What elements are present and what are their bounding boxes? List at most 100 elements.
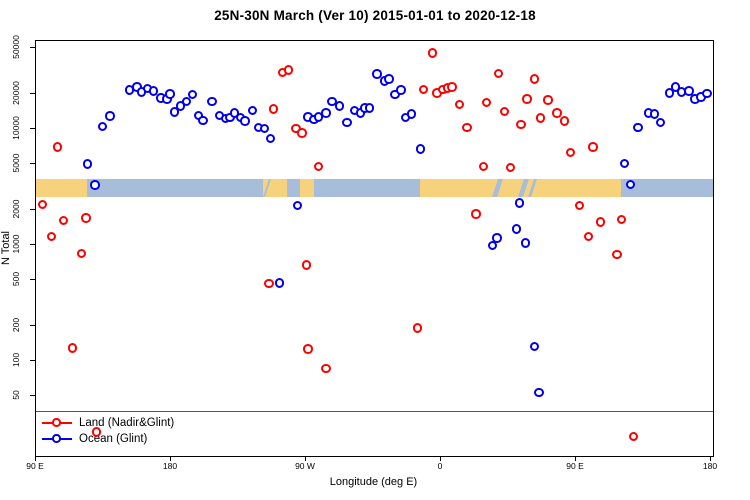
x-tick-label: 180 (162, 461, 178, 471)
data-point-ocean (292, 200, 303, 210)
data-point-ocean (511, 224, 522, 234)
map-strip-ocean-segment (621, 179, 713, 197)
data-point-ocean (105, 111, 115, 121)
data-point-land (283, 65, 294, 75)
data-point-ocean (415, 144, 426, 154)
data-point-ocean (90, 180, 100, 190)
data-point-land (565, 147, 576, 158)
y-tick-label: 500 (11, 271, 21, 287)
data-point-land (412, 323, 423, 333)
y-tick-mark (30, 128, 35, 130)
data-point-land (46, 231, 57, 242)
data-point-ocean (625, 179, 636, 190)
data-point-ocean (619, 158, 630, 169)
data-point-ocean (492, 233, 502, 243)
data-point-land (628, 431, 639, 442)
data-point-land (264, 278, 274, 289)
data-point-ocean (265, 133, 276, 144)
data-point-land (522, 94, 532, 104)
data-point-ocean (664, 88, 675, 98)
data-point-land (612, 249, 622, 260)
y-tick-mark (30, 325, 35, 327)
data-point-ocean (187, 89, 198, 100)
data-point-ocean (148, 86, 159, 96)
data-point-ocean (529, 341, 540, 352)
legend-label-ocean: Ocean (Glint) (79, 433, 148, 445)
data-point-land (583, 231, 594, 242)
x-tick-mark (710, 456, 711, 461)
data-point-ocean (514, 198, 525, 208)
data-point-ocean (702, 88, 712, 99)
data-point-ocean (649, 109, 660, 119)
plot-area: Land (Nadir&Glint) Ocean (Glint) (35, 40, 714, 457)
data-point-ocean (259, 123, 270, 134)
data-point-ocean (364, 103, 375, 113)
y-tick-mark (30, 47, 35, 48)
data-point-ocean (534, 387, 544, 398)
data-point-ocean (396, 85, 406, 95)
data-point-ocean (684, 86, 694, 96)
data-point-land (595, 217, 606, 227)
data-point-land (535, 113, 546, 123)
x-axis-title: Longitude (deg E) (329, 476, 418, 488)
legend-label-land: Land (Nadir&Glint) (79, 417, 175, 429)
map-strip-land-segment (300, 179, 314, 197)
ocean-series-symbol-icon (42, 434, 72, 445)
map-strip-ocean-segment (286, 179, 300, 197)
x-tick-mark (305, 456, 306, 461)
legend: Land (Nadir&Glint) Ocean (Glint) (42, 415, 174, 447)
map-strip-land-segment (36, 179, 87, 197)
data-point-ocean (633, 122, 643, 133)
y-tick-mark (30, 244, 35, 246)
x-tick-mark (35, 456, 36, 461)
data-point-land (505, 162, 516, 173)
x-tick-mark (440, 456, 441, 461)
data-point-land (58, 215, 69, 226)
x-tick-label: 90 E (566, 461, 584, 471)
y-tick-mark (30, 279, 35, 280)
legend-item-ocean: Ocean (Glint) (42, 431, 174, 447)
data-point-ocean (181, 96, 192, 107)
data-point-land (559, 116, 570, 126)
data-point-ocean (240, 116, 250, 126)
data-point-land (418, 84, 429, 94)
y-tick-mark (30, 360, 35, 362)
data-point-land (588, 142, 598, 152)
y-tick-mark (30, 209, 35, 211)
legend-item-land: Land (Nadir&Glint) (42, 415, 174, 431)
data-point-land (67, 343, 78, 353)
data-point-land (552, 108, 562, 118)
x-tick-label: 180 (702, 461, 718, 471)
x-tick-label: 90 W (295, 461, 315, 471)
data-point-land (481, 97, 492, 108)
y-tick-mark (30, 395, 35, 396)
data-point-ocean (207, 96, 217, 107)
data-point-ocean (342, 117, 352, 128)
data-point-land (478, 161, 489, 172)
data-point-land (303, 344, 313, 354)
data-point-land (493, 68, 504, 79)
data-point-land (616, 214, 627, 225)
data-point-ocean (520, 238, 531, 248)
y-tick-mark (30, 93, 35, 95)
land-series-symbol-icon (42, 418, 72, 429)
data-point-land (574, 200, 585, 210)
data-point-ocean (169, 107, 180, 117)
data-point-ocean (384, 74, 394, 84)
data-point-ocean (274, 278, 285, 288)
data-point-land (313, 161, 324, 172)
data-point-land (37, 199, 48, 210)
data-point-ocean (82, 159, 93, 169)
data-point-land (81, 213, 91, 223)
chart-title: 25N-30N March (Ver 10) 2015-01-01 to 202… (214, 8, 536, 23)
data-point-ocean (334, 101, 345, 111)
x-tick-mark (575, 456, 576, 461)
data-point-land (447, 82, 457, 92)
x-tick-label: 90 E (26, 461, 44, 471)
map-strip-ocean-segment (87, 179, 263, 197)
legend-box-line (36, 411, 713, 412)
data-point-ocean (97, 121, 108, 132)
data-point-ocean (198, 115, 208, 126)
y-tick-label: 5000 (11, 153, 21, 173)
x-tick-mark (170, 456, 171, 461)
